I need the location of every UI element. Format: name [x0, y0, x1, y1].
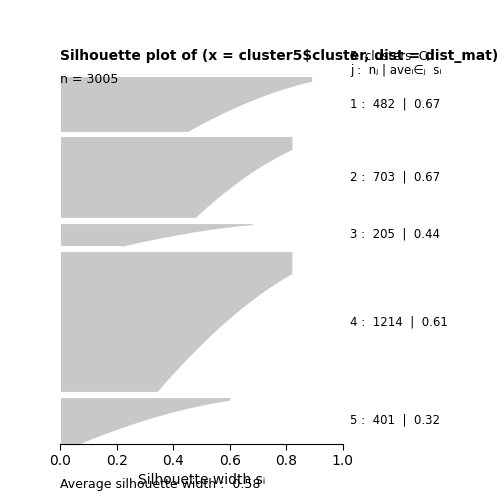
- Text: 4 :  1214  |  0.61: 4 : 1214 | 0.61: [350, 315, 448, 328]
- Text: j :  nⱼ | aveᵢ∈ⱼ  sᵢ: j : nⱼ | aveᵢ∈ⱼ sᵢ: [350, 64, 442, 77]
- Text: 2 :  703  |  0.67: 2 : 703 | 0.67: [350, 171, 440, 183]
- Text: 1 :  482  |  0.67: 1 : 482 | 0.67: [350, 97, 440, 110]
- Text: Average silhouette width :  0.58: Average silhouette width : 0.58: [60, 478, 261, 491]
- Text: 3 :  205  |  0.44: 3 : 205 | 0.44: [350, 228, 440, 241]
- X-axis label: Silhouette width sᵢ: Silhouette width sᵢ: [138, 473, 265, 487]
- Text: 5  clusters  Cⱼ: 5 clusters Cⱼ: [350, 50, 429, 63]
- Text: 5 :  401  |  0.32: 5 : 401 | 0.32: [350, 414, 440, 427]
- Text: Silhouette plot of (x = cluster5$cluster, dist = dist_mat): Silhouette plot of (x = cluster5$cluster…: [60, 49, 499, 63]
- Text: n = 3005: n = 3005: [60, 73, 119, 86]
